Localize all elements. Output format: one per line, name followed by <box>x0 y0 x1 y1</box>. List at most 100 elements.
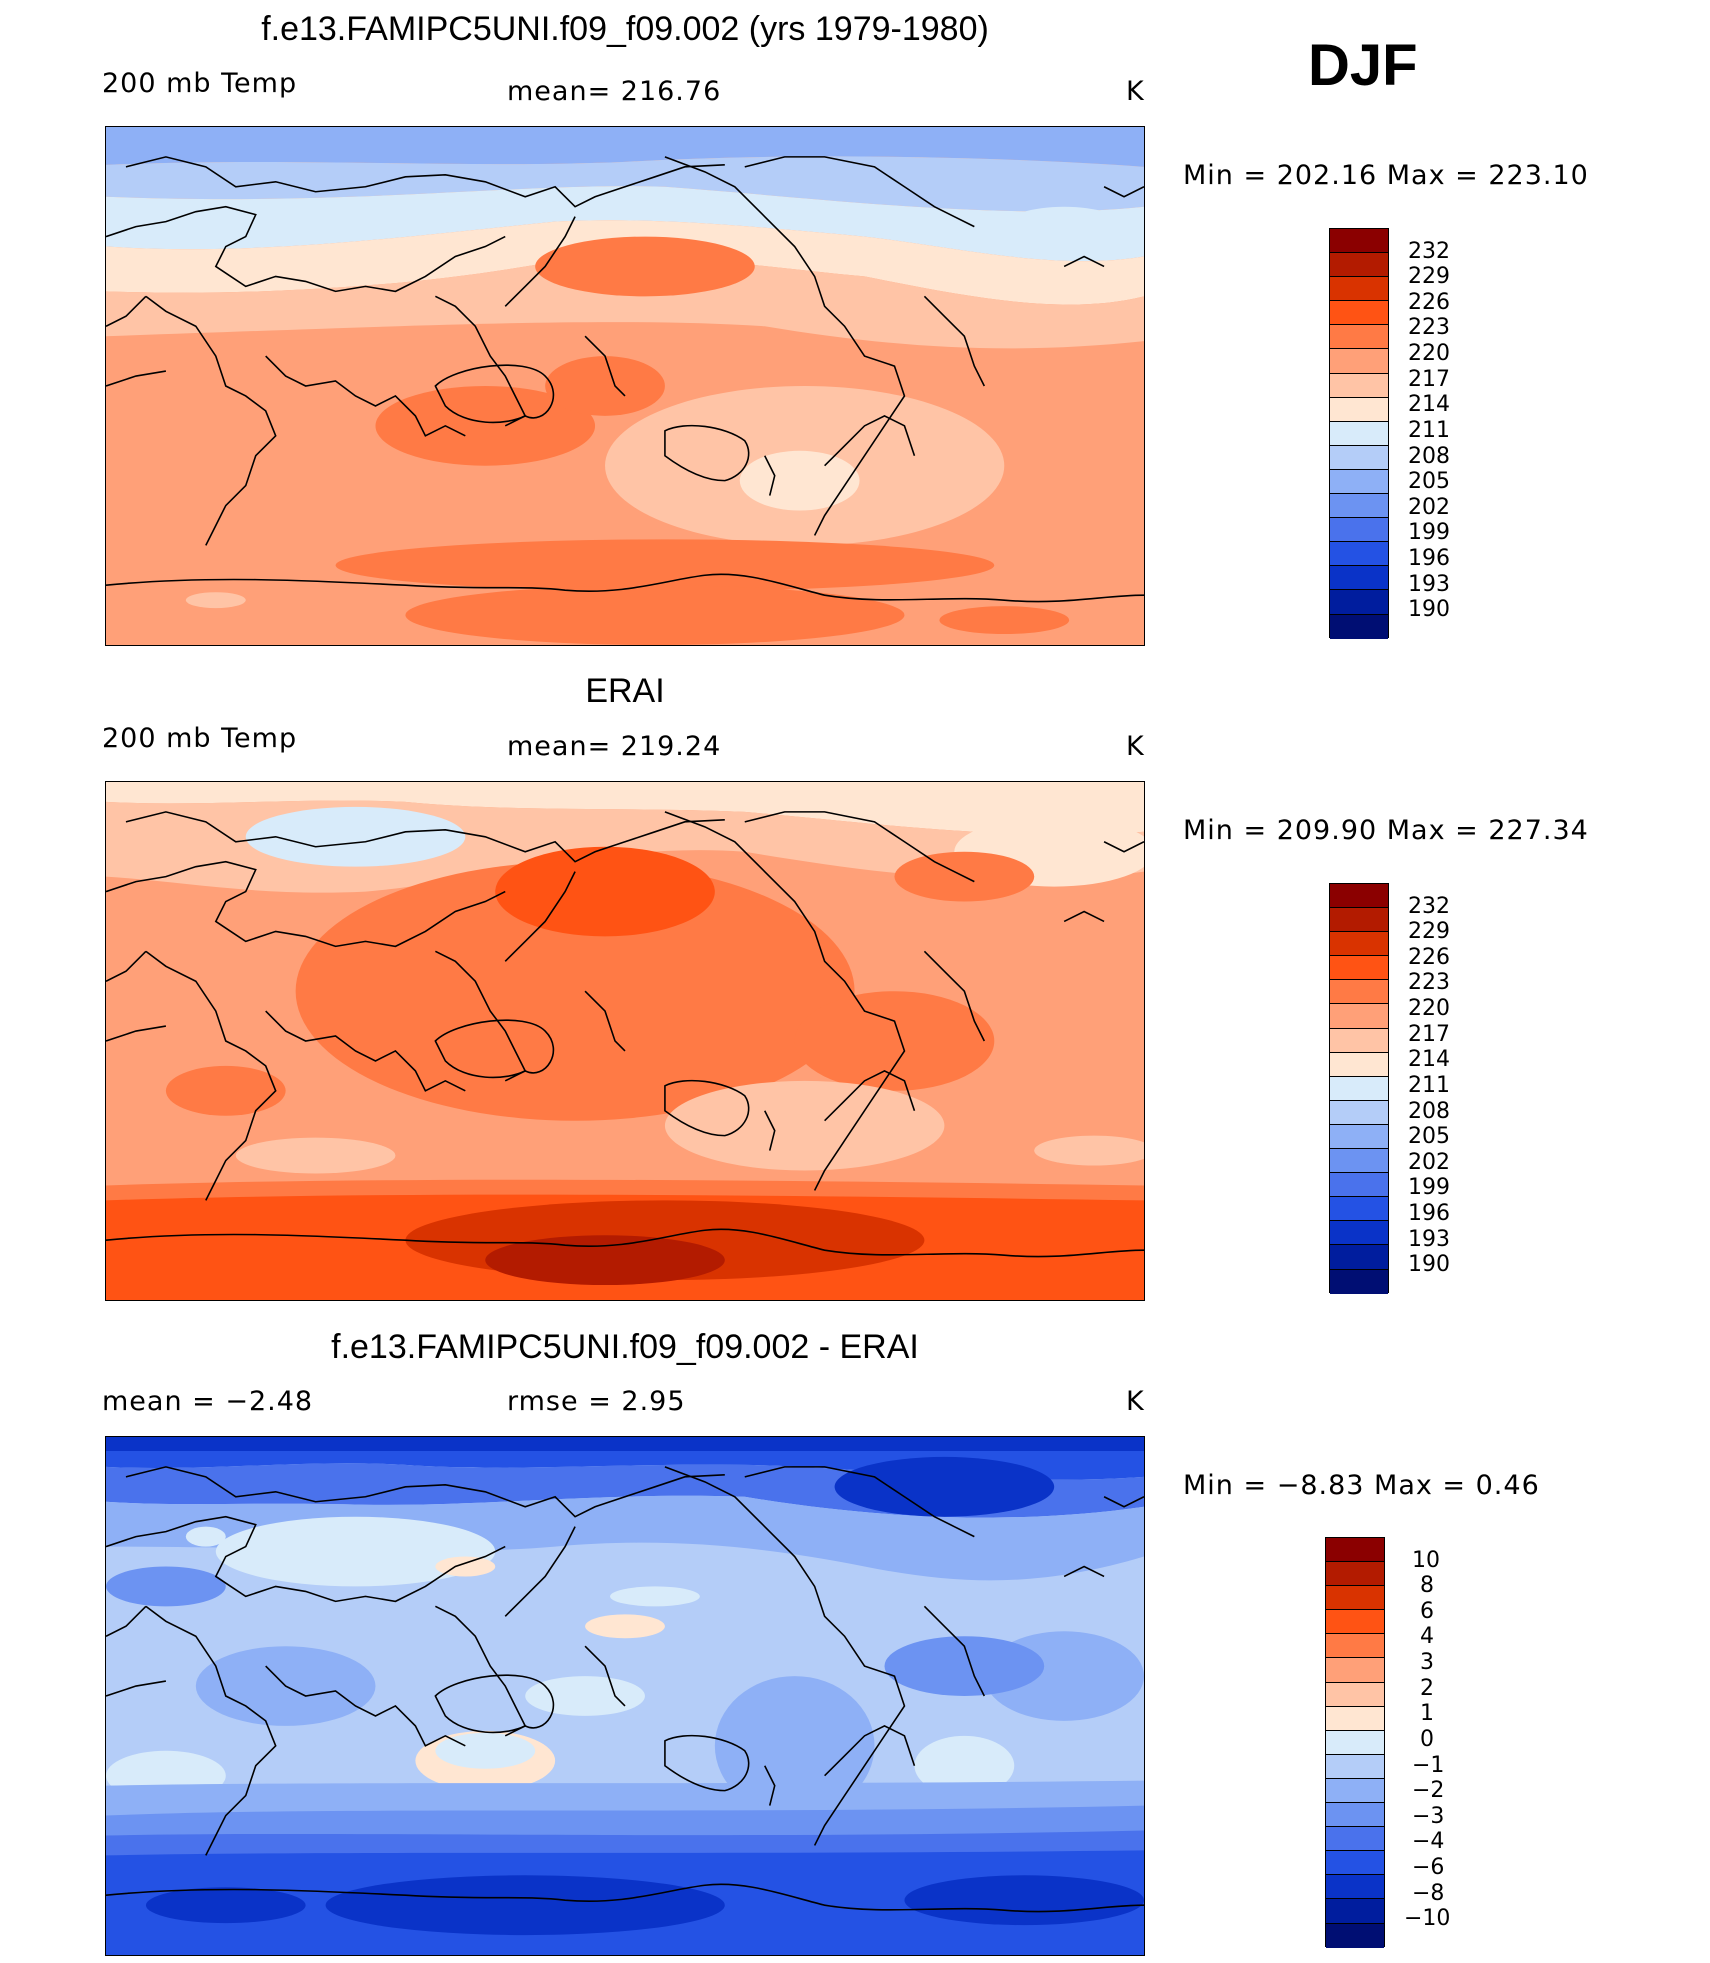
panel2-colorbar-swatch-9 <box>1330 1100 1388 1125</box>
panel1-colorbar-label-10: 202 <box>1408 495 1450 520</box>
panel1-colorbar-label-8: 208 <box>1408 444 1450 469</box>
panel1-units: K <box>1126 76 1145 107</box>
panel1-colorbar-swatch-6 <box>1330 373 1388 398</box>
panel2-colorbar-swatch-1 <box>1330 908 1388 933</box>
panel1-colorbar-swatch-1 <box>1330 253 1388 278</box>
panel1-left-label: 200 mb Temp <box>102 68 298 99</box>
panel2-colorbar-swatch-12 <box>1330 1173 1388 1198</box>
panel3-colorbar-swatch-3 <box>1326 1610 1384 1635</box>
panel3-colorbar-label-9: −2 <box>1412 1778 1445 1803</box>
panel3-colorbar-swatch-15 <box>1326 1899 1384 1924</box>
panel1-min-max: Min = 202.16 Max = 223.10 <box>1183 160 1589 191</box>
panel3-colorbar-label-14: −10 <box>1404 1906 1451 1931</box>
panel2-colorbar-swatch-8 <box>1330 1076 1388 1101</box>
panel3-colorbar-label-7: 0 <box>1420 1727 1434 1752</box>
panel3-colorbar-label-5: 2 <box>1420 1676 1434 1701</box>
panel2-map <box>105 781 1145 1301</box>
panel1-colorbar-label-2: 226 <box>1408 290 1450 315</box>
panel2-colorbar-label-13: 193 <box>1408 1227 1450 1252</box>
panel3-colorbar-swatch-12 <box>1326 1827 1384 1852</box>
panel3-colorbar-label-2: 6 <box>1420 1599 1434 1624</box>
panel2-colorbar-label-5: 217 <box>1408 1022 1450 1047</box>
panel1-colorbar-label-11: 199 <box>1408 520 1450 545</box>
panel3-colorbar-label-11: −4 <box>1412 1829 1445 1854</box>
panel3-colorbar-label-8: −1 <box>1412 1753 1445 1778</box>
panel1-colorbar-swatch-14 <box>1330 566 1388 591</box>
panel2-colorbar-label-10: 202 <box>1408 1150 1450 1175</box>
panel3-colorbar-swatch-8 <box>1326 1730 1384 1755</box>
panel2-colorbar-label-3: 223 <box>1408 970 1450 995</box>
panel3-colorbar-swatch-16 <box>1326 1923 1384 1948</box>
panel3-colorbar-label-13: −8 <box>1412 1881 1445 1906</box>
panel3-colorbar-swatch-10 <box>1326 1778 1384 1804</box>
panel2-colorbar-label-9: 205 <box>1408 1124 1450 1149</box>
panel1-colorbar-label-4: 220 <box>1408 341 1450 366</box>
panel2-colorbar-swatch-0 <box>1330 884 1388 909</box>
panel3-colorbar-label-12: −6 <box>1412 1855 1445 1880</box>
panel2-colorbar-swatch-5 <box>1330 1004 1388 1029</box>
panel3-title: f.e13.FAMIPC5UNI.f09_f09.002 - ERAI <box>331 1328 919 1366</box>
panel2-colorbar-swatch-2 <box>1330 932 1388 957</box>
panel1-colorbar-label-12: 196 <box>1408 546 1450 571</box>
panel2-colorbar-label-2: 226 <box>1408 945 1450 970</box>
panel3-colorbar-swatch-7 <box>1326 1706 1384 1731</box>
panel2-colorbar-label-1: 229 <box>1408 919 1450 944</box>
panel1-map <box>105 126 1145 646</box>
panel2-colorbar-label-4: 220 <box>1408 996 1450 1021</box>
panel2-colorbar-swatch-15 <box>1330 1245 1388 1270</box>
panel1-colorbar-label-1: 229 <box>1408 264 1450 289</box>
panel2-colorbar-swatch-4 <box>1330 980 1388 1005</box>
panel2-colorbar-label-6: 214 <box>1408 1047 1450 1072</box>
panel3-colorbar-swatch-9 <box>1326 1754 1384 1779</box>
panel1-colorbar-swatch-9 <box>1330 445 1388 470</box>
panel2-colorbar-label-14: 190 <box>1408 1252 1450 1277</box>
panel3-colorbar <box>1325 1537 1385 1948</box>
panel3-colorbar-swatch-1 <box>1326 1562 1384 1587</box>
panel3-colorbar-swatch-6 <box>1326 1682 1384 1707</box>
panel3-colorbar-swatch-14 <box>1326 1875 1384 1900</box>
panel2-min-max: Min = 209.90 Max = 227.34 <box>1183 815 1589 846</box>
panel1-colorbar-swatch-3 <box>1330 301 1388 326</box>
panel2-colorbar-swatch-3 <box>1330 956 1388 981</box>
panel2-colorbar-label-11: 199 <box>1408 1175 1450 1200</box>
panel1-colorbar-label-3: 223 <box>1408 315 1450 340</box>
panel3-colorbar-label-6: 1 <box>1420 1701 1434 1726</box>
panel1-contour-map <box>106 127 1144 645</box>
panel1-colorbar-swatch-8 <box>1330 421 1388 446</box>
panel1-colorbar-swatch-16 <box>1330 614 1388 639</box>
panel1-colorbar-swatch-2 <box>1330 277 1388 302</box>
panel3-colorbar-swatch-13 <box>1326 1851 1384 1876</box>
panel3-units: K <box>1126 1386 1145 1417</box>
panel2-units: K <box>1126 731 1145 762</box>
panel2-contour-map <box>106 782 1144 1300</box>
season-label: DJF <box>1308 33 1418 98</box>
panel1-colorbar-swatch-0 <box>1330 229 1388 254</box>
panel1-colorbar-label-0: 232 <box>1408 239 1450 264</box>
panel2-colorbar <box>1329 883 1389 1294</box>
panel1-colorbar-swatch-4 <box>1330 325 1388 350</box>
panel1-colorbar-swatch-12 <box>1330 518 1388 543</box>
panel2-colorbar-label-8: 208 <box>1408 1099 1450 1124</box>
panel3-colorbar-swatch-5 <box>1326 1658 1384 1683</box>
panel2-colorbar-swatch-7 <box>1330 1052 1388 1077</box>
panel1-title: f.e13.FAMIPC5UNI.f09_f09.002 (yrs 1979-1… <box>261 10 989 48</box>
panel1-colorbar-swatch-7 <box>1330 397 1388 422</box>
panel1-colorbar-label-7: 211 <box>1408 418 1450 443</box>
panel3-colorbar-swatch-4 <box>1326 1634 1384 1659</box>
panel1-colorbar-swatch-5 <box>1330 349 1388 374</box>
panel1-colorbar <box>1329 228 1389 639</box>
panel3-colorbar-label-0: 10 <box>1412 1548 1440 1573</box>
panel2-title: ERAI <box>585 672 665 710</box>
panel1-colorbar-swatch-15 <box>1330 590 1388 615</box>
panel2-colorbar-label-7: 211 <box>1408 1073 1450 1098</box>
panel3-colorbar-swatch-11 <box>1326 1803 1384 1828</box>
panel2-colorbar-swatch-14 <box>1330 1221 1388 1246</box>
panel2-colorbar-swatch-13 <box>1330 1197 1388 1222</box>
panel1-colorbar-swatch-13 <box>1330 542 1388 567</box>
panel2-left-label: 200 mb Temp <box>102 723 298 754</box>
panel3-colorbar-label-10: −3 <box>1412 1804 1445 1829</box>
panel1-colorbar-swatch-10 <box>1330 469 1388 495</box>
panel3-colorbar-label-3: 4 <box>1420 1624 1434 1649</box>
panel3-colorbar-swatch-0 <box>1326 1538 1384 1563</box>
panel3-mean-label: mean = −2.48 <box>102 1386 314 1417</box>
